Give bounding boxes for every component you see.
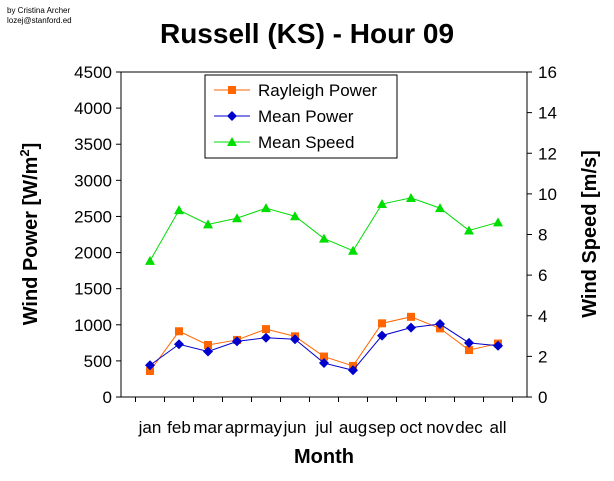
y-right-tick-label: 12 xyxy=(538,144,557,163)
x-tick-label: jun xyxy=(283,418,307,437)
y-right-tick-label: 0 xyxy=(538,388,547,407)
y-right-tick-label: 2 xyxy=(538,347,547,366)
data-point xyxy=(175,327,183,336)
series-layer xyxy=(145,192,503,376)
data-point xyxy=(407,312,415,321)
x-tick-label: sep xyxy=(368,418,395,437)
y-left-tick-label: 1500 xyxy=(74,280,112,299)
x-tick-label: nov xyxy=(426,418,454,437)
legend-marker xyxy=(227,111,237,121)
y-axis-left-label: Wind Power [W/m2] xyxy=(17,143,42,326)
x-tick-label: may xyxy=(250,418,283,437)
data-point xyxy=(377,199,387,209)
data-point xyxy=(203,346,213,357)
x-tick-label: dec xyxy=(455,418,483,437)
data-point xyxy=(493,217,503,227)
x-tick-label: apr xyxy=(225,418,250,437)
data-point xyxy=(464,337,474,348)
axis-ticks: 0 500 1000 1500 2000 2500 3000 3500 4000 4500 0 2 4 6… xyxy=(74,63,557,437)
x-axis-label: Month xyxy=(294,446,354,468)
data-point xyxy=(261,332,271,343)
x-tick-label: jan xyxy=(138,418,162,437)
y-right-tick-label: 8 xyxy=(538,226,547,245)
x-tick-label: all xyxy=(489,418,506,437)
y-right-tick-label: 6 xyxy=(538,266,547,285)
x-tick-label: feb xyxy=(167,418,191,437)
y-axis-left-label-superscript: 2 xyxy=(17,149,32,156)
y-axis-right-label: Wind Speed [m/s] xyxy=(579,150,601,318)
y-left-tick-label: 3500 xyxy=(74,135,112,154)
data-point xyxy=(261,203,271,213)
data-point xyxy=(464,225,474,235)
data-point xyxy=(204,341,212,349)
y-right-tick-label: 10 xyxy=(538,185,557,204)
x-tick-label: mar xyxy=(193,418,223,437)
legend-label: Mean Speed xyxy=(258,133,354,152)
series xyxy=(145,319,503,376)
series xyxy=(145,192,503,265)
x-tick-label: aug xyxy=(339,418,367,437)
data-point xyxy=(320,352,328,361)
credit-line-2: lozej@stanford.ed xyxy=(7,16,72,25)
y-left-tick-label: 4000 xyxy=(74,99,112,118)
y-left-tick-label: 2000 xyxy=(74,244,112,263)
data-point xyxy=(262,325,270,334)
data-point xyxy=(435,203,445,213)
data-point xyxy=(319,233,329,243)
y-right-tick-label: 14 xyxy=(538,104,557,123)
y-right-tick-label: 16 xyxy=(538,63,557,82)
y-left-tick-label: 2500 xyxy=(74,207,112,226)
data-point xyxy=(290,334,300,345)
y-left-tick-label: 500 xyxy=(84,352,112,371)
credit-line-1: by Cristina Archer xyxy=(7,6,70,15)
data-point xyxy=(406,192,416,202)
data-point xyxy=(378,319,386,328)
y-left-tick-label: 3000 xyxy=(74,171,112,190)
legend-label: Rayleigh Power xyxy=(258,81,377,100)
legend: Rayleigh Power Mean Power Mean Speed xyxy=(204,74,398,159)
legend-marker xyxy=(227,137,237,146)
x-tick-label: oct xyxy=(400,418,423,437)
y-right-tick-label: 4 xyxy=(538,307,547,326)
data-point xyxy=(493,340,503,351)
data-point xyxy=(232,213,242,223)
data-point xyxy=(435,319,445,330)
data-point xyxy=(465,346,473,355)
data-point xyxy=(145,360,155,371)
legend-label: Mean Power xyxy=(258,107,354,126)
data-point xyxy=(232,336,242,347)
data-point xyxy=(406,322,416,333)
data-point xyxy=(174,205,184,215)
legend-marker xyxy=(228,86,236,94)
data-point xyxy=(203,219,213,229)
data-point xyxy=(348,245,358,255)
data-point xyxy=(145,255,155,265)
data-point xyxy=(146,367,154,375)
data-point xyxy=(174,339,184,350)
y-left-tick-label: 4500 xyxy=(74,63,112,82)
data-point xyxy=(377,330,387,341)
data-point xyxy=(290,211,300,221)
data-point xyxy=(348,365,358,376)
data-point xyxy=(319,358,329,369)
x-tick-label: jul xyxy=(314,418,332,437)
y-left-tick-label: 1000 xyxy=(74,316,112,335)
y-left-tick-label: 0 xyxy=(103,388,112,407)
chart-title: Russell (KS) - Hour 09 xyxy=(160,18,454,49)
y-axis-left-label-end: ] xyxy=(20,143,42,150)
